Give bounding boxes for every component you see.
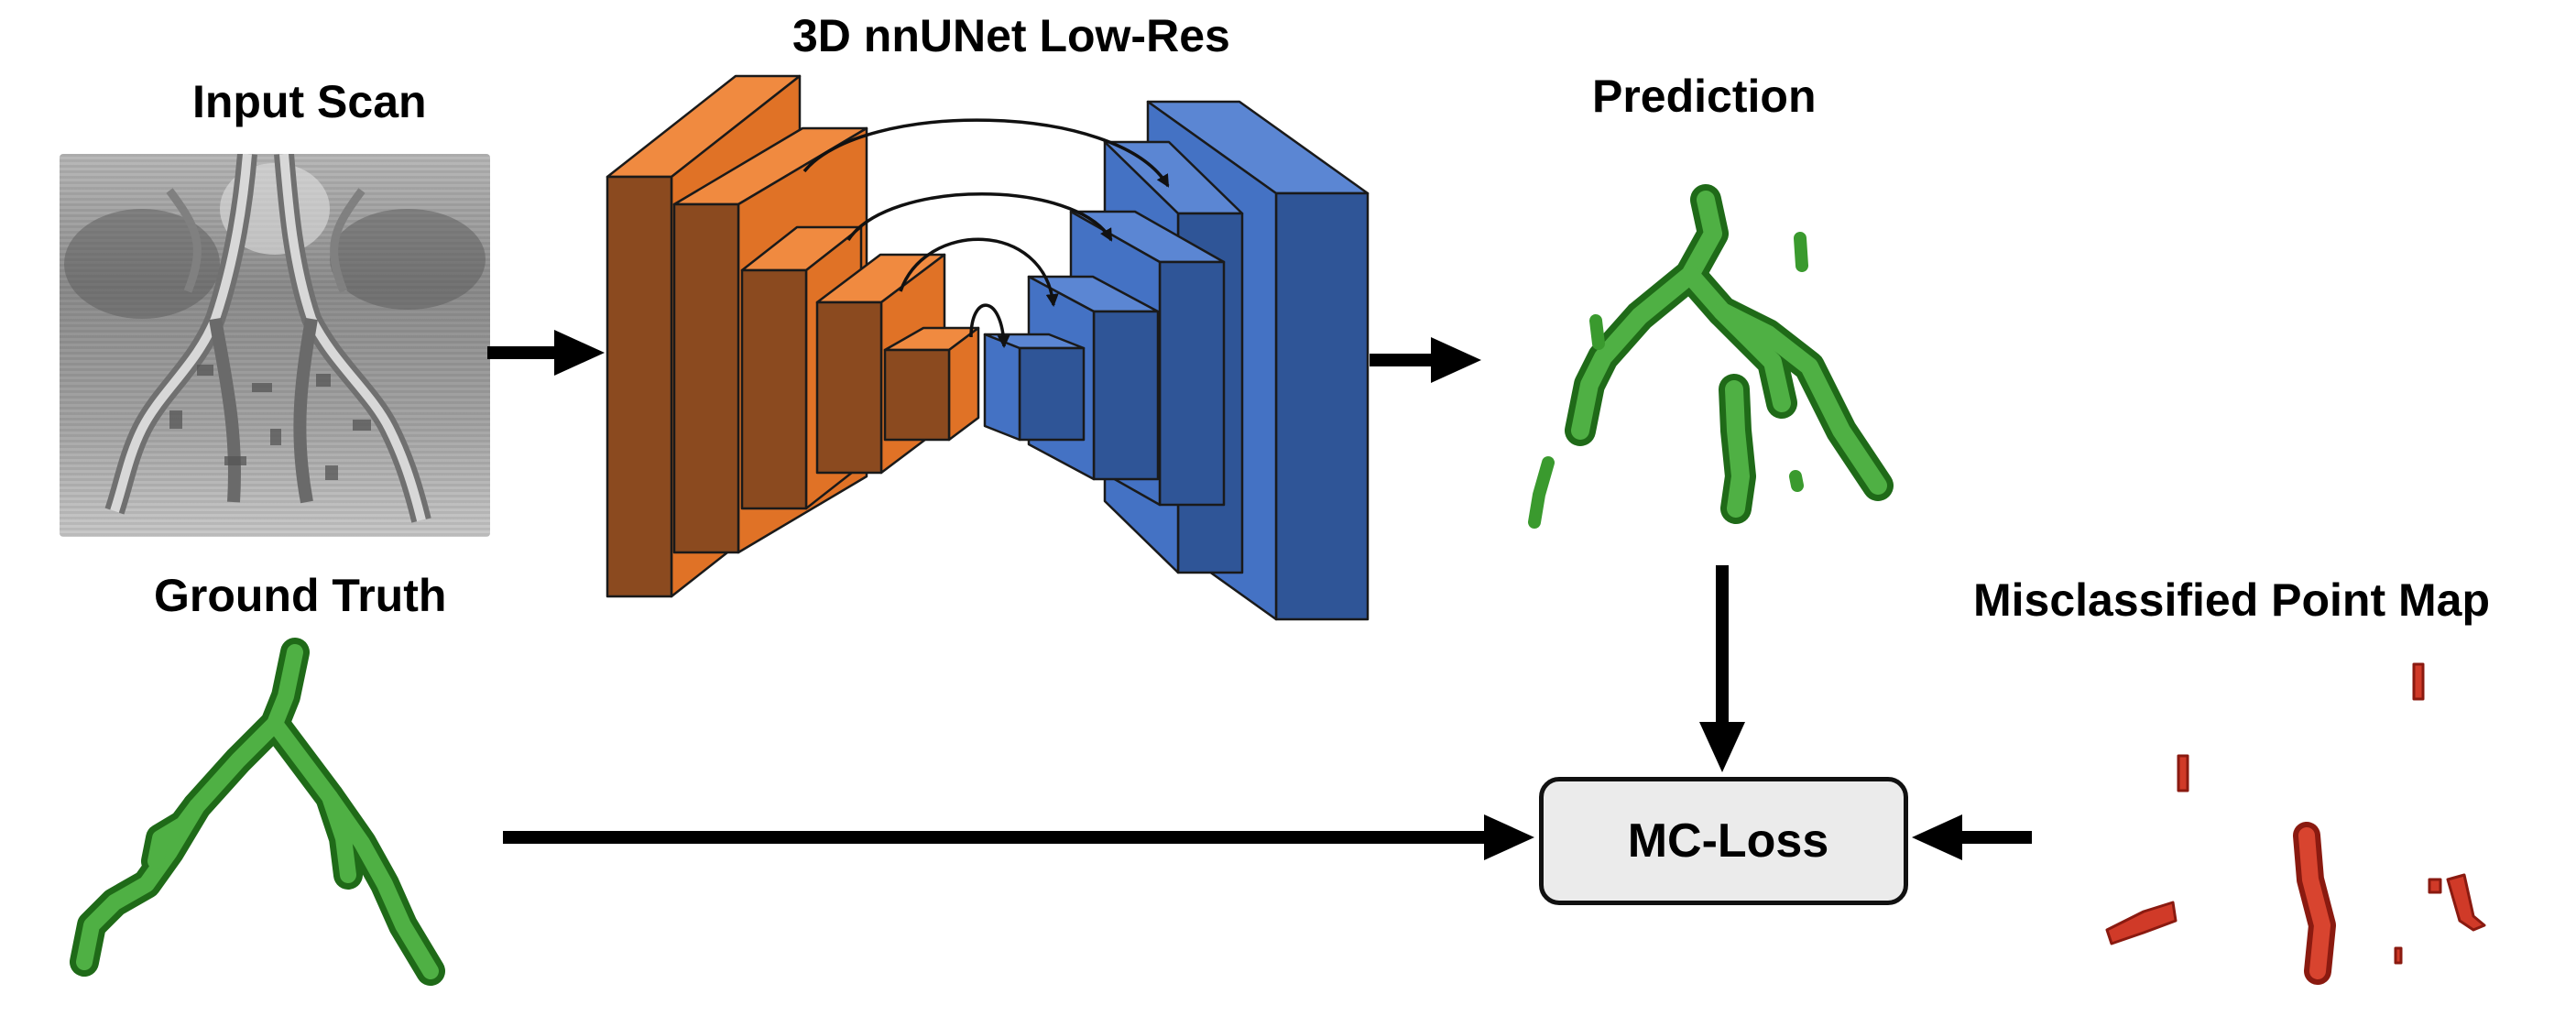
skip-arrow-2 (846, 192, 1113, 242)
ground-truth-vessels (70, 638, 445, 986)
prediction-vessels (1528, 184, 1894, 529)
decoder-block-1 (983, 333, 1086, 442)
arrow-unet-to-prediction-head (1431, 337, 1481, 383)
ground-truth-label: Ground Truth (154, 570, 447, 621)
misclassified-points (2105, 662, 2486, 985)
encoder-blocks (606, 74, 980, 598)
mc-loss-label: MC-Loss (1627, 814, 1829, 868)
flow-arrows (487, 330, 2032, 860)
encoder-block-5 (883, 326, 980, 442)
arrow-input-to-unet-head (554, 330, 605, 376)
mc-loss-box: MC-Loss (1539, 777, 1908, 905)
arrow-map-to-loss-head (1912, 814, 1962, 860)
encoder-block-3 (740, 225, 863, 510)
skip-arrow-3 (899, 237, 1059, 307)
prediction-label: Prediction (1592, 71, 1817, 122)
network-title: 3D nnUNet Low-Res (792, 10, 1230, 61)
arrow-gt-to-loss-head (1484, 814, 1534, 860)
skip-arrow-4 (969, 303, 1010, 348)
decoder-blocks (983, 100, 1370, 621)
input-scan-image (60, 154, 490, 537)
misclassified-map-label: Misclassified Point Map (1973, 574, 2491, 626)
skip-connections (802, 118, 1170, 348)
arrow-prediction-to-loss-head (1699, 722, 1745, 772)
skip-arrow-1 (802, 118, 1170, 188)
input-scan-label: Input Scan (192, 76, 427, 127)
